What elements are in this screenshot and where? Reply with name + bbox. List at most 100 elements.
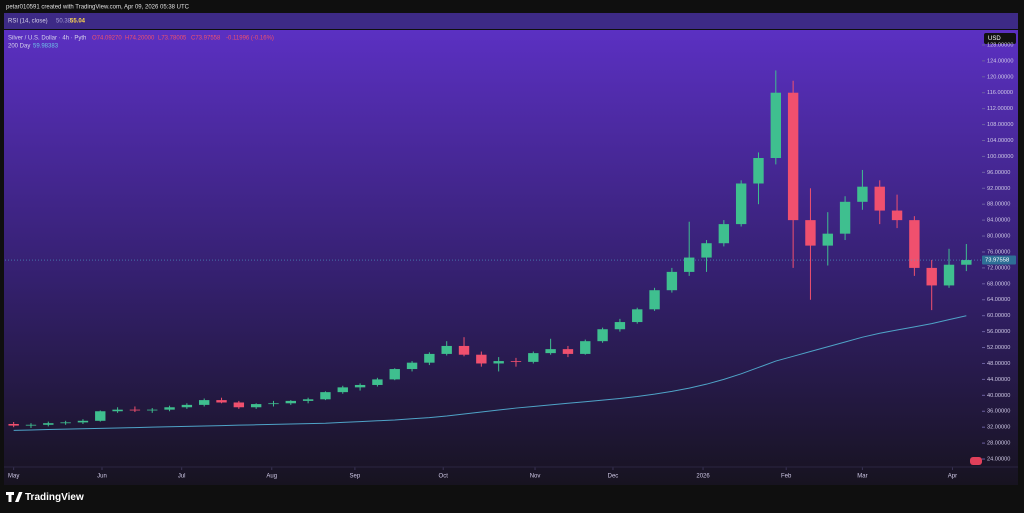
y-tick-label: 100.00000 — [987, 154, 1013, 160]
candle-body — [528, 353, 539, 362]
x-tick-label: Dec — [608, 474, 619, 480]
candle-body — [268, 403, 279, 405]
y-tick-label: 116.00000 — [987, 90, 1013, 96]
x-tick-label: Apr — [948, 474, 957, 480]
candle-body — [441, 345, 452, 354]
rsi-pane — [4, 13, 1018, 29]
candle-body — [354, 384, 366, 388]
x-tick-label: Feb — [781, 474, 792, 480]
ohlc-value: H74.20000 — [125, 36, 155, 42]
ohlc-value: O74.09270 — [92, 36, 122, 42]
candle-body — [943, 264, 955, 286]
candle-body — [233, 402, 245, 408]
currency[interactable]: USD — [988, 36, 1001, 42]
candle-body — [337, 387, 348, 393]
candle-body — [302, 399, 314, 401]
candle-body — [891, 210, 903, 221]
y-tick-label: 104.00000 — [987, 138, 1013, 144]
y-tick-label: 24.00000 — [987, 457, 1010, 463]
x-tick-label: Sep — [350, 474, 361, 480]
y-tick-label: 64.00000 — [987, 297, 1010, 303]
x-tick-label: Oct — [439, 474, 449, 480]
candle-body — [614, 322, 626, 330]
legend-entry: 200 Day — [8, 44, 30, 50]
rsi-value: 50.38 — [56, 19, 72, 25]
candle-body — [562, 349, 574, 354]
y-tick-label: 56.00000 — [987, 329, 1010, 335]
x-tick-label: Mar — [857, 474, 867, 480]
candle-body — [839, 201, 851, 234]
candle-body — [95, 411, 106, 421]
y-tick-label: 36.00000 — [987, 409, 1010, 415]
x-tick-label: Jul — [178, 474, 186, 480]
candle-body — [493, 361, 504, 364]
candle-body — [199, 400, 210, 405]
candle-body — [250, 404, 262, 408]
candle-body — [25, 424, 37, 426]
y-tick-label: 40.00000 — [987, 393, 1010, 399]
candle-body — [164, 407, 175, 410]
y-tick-label: 92.00000 — [987, 186, 1010, 192]
plot: 24.00000 28.00000 32.00000 36.00000 40.00000… — [5, 42, 1016, 480]
candle-body — [320, 392, 331, 400]
plot-background — [4, 30, 1018, 485]
y-tick-label: 32.00000 — [987, 425, 1010, 431]
y-tick-label: 112.00000 — [987, 106, 1013, 112]
candle-body — [77, 420, 89, 423]
candle-body — [60, 422, 71, 424]
x-tick-label: Jun — [97, 474, 107, 480]
y-tick-label: 48.00000 — [987, 361, 1010, 367]
y-tick-label: 68.00000 — [987, 281, 1010, 287]
y-tick-label: 44.00000 — [987, 377, 1010, 383]
symbol-info: Silver / U.S. Dollar · 4h · Pyth — [8, 36, 86, 42]
candle-body — [874, 186, 885, 211]
y-tick-label: 72.00000 — [987, 265, 1010, 271]
candle-body — [822, 233, 833, 246]
candle-body — [545, 349, 556, 354]
candle-body — [666, 271, 678, 291]
y-tick-label: 28.00000 — [987, 441, 1010, 447]
currency-box[interactable] — [984, 33, 1016, 44]
last-price-label: 73.97558 — [985, 258, 1009, 264]
y-tick-label: 128.00000 — [987, 42, 1013, 48]
candle-body — [458, 345, 470, 355]
candle-body — [926, 267, 937, 286]
candle-body — [476, 354, 487, 364]
candle-body — [770, 92, 781, 159]
ma-line — [13, 315, 967, 431]
ohlc-value: C73.97558 — [191, 36, 221, 42]
logo — [6, 492, 23, 502]
candle-body — [372, 379, 383, 385]
candle-body — [129, 409, 141, 411]
y-tick-label: 96.00000 — [987, 170, 1010, 176]
candle-body — [805, 220, 816, 246]
candle-body — [632, 309, 643, 323]
author-line: petar010591 created with TradingView.com… — [6, 5, 190, 11]
candle-body — [909, 220, 920, 268]
y-tick-label: 60.00000 — [987, 313, 1010, 319]
y-tick-label: 80.00000 — [987, 234, 1010, 240]
x-tick-label: Aug — [266, 474, 277, 480]
candle-body — [857, 186, 868, 202]
y-tick-label: 52.00000 — [987, 345, 1010, 351]
candle-body — [787, 92, 799, 221]
last-price-box — [982, 255, 1016, 265]
y-tick-label: 84.00000 — [987, 218, 1010, 224]
candle-body — [718, 224, 730, 244]
x-tick-label: Nov — [530, 474, 541, 480]
candle-body — [285, 400, 296, 404]
candle-body — [43, 423, 54, 425]
candle-body — [580, 341, 591, 354]
candle-body — [424, 353, 435, 363]
candle-body — [649, 290, 660, 310]
candle-body — [406, 362, 418, 370]
flag-icon[interactable] — [970, 457, 982, 465]
rsi-label: RSI (14, close) — [8, 19, 48, 25]
candle-body — [112, 409, 123, 412]
candle-body — [684, 257, 695, 272]
y-tick-label: 120.00000 — [987, 74, 1013, 80]
candle-body — [510, 361, 522, 362]
y-tick-label: 124.00000 — [987, 58, 1013, 64]
candle-body — [216, 400, 227, 403]
